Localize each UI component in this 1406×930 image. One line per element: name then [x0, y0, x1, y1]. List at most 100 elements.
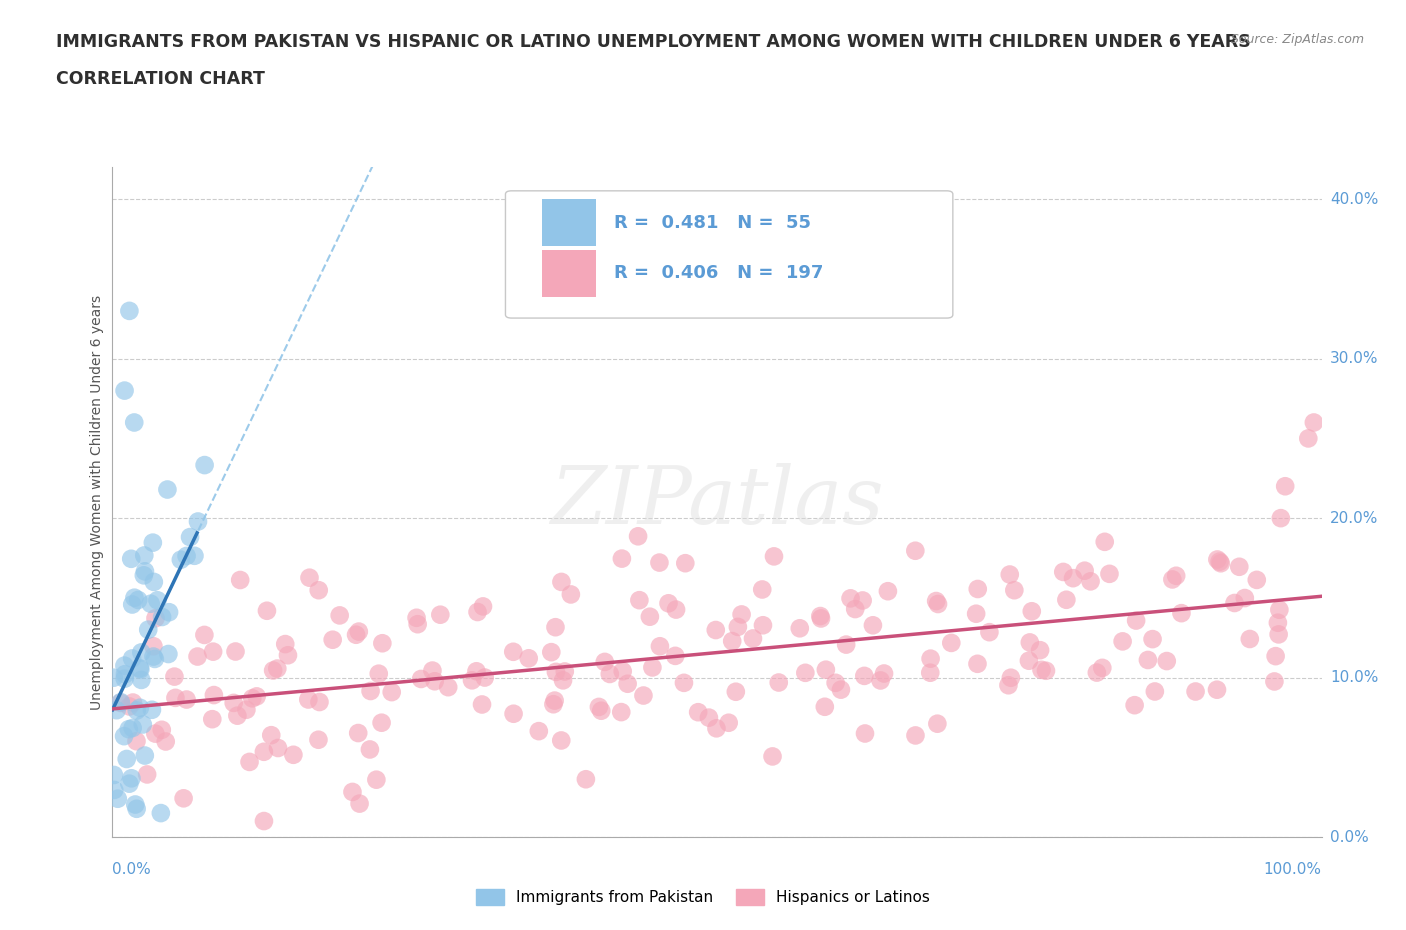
Point — [124, 591, 146, 605]
Point — [610, 705, 633, 720]
Point — [1018, 635, 1040, 650]
Point — [502, 706, 524, 721]
Point — [115, 751, 138, 766]
Point — [544, 664, 567, 679]
Point — [616, 676, 638, 691]
Point — [246, 689, 269, 704]
Point — [721, 633, 744, 648]
Point — [610, 551, 633, 566]
Point — [298, 570, 321, 585]
Point — [112, 729, 135, 744]
Point — [1031, 662, 1053, 677]
Point — [1091, 660, 1114, 675]
Point — [437, 680, 460, 695]
Point — [920, 651, 942, 666]
Point — [461, 673, 484, 688]
Point — [925, 593, 948, 608]
Text: 20.0%: 20.0% — [1330, 511, 1378, 525]
Point — [124, 797, 146, 812]
Point — [342, 785, 364, 800]
Point — [260, 728, 283, 743]
Point — [134, 748, 156, 763]
Point — [727, 619, 749, 634]
Point — [253, 744, 276, 759]
Point — [544, 619, 567, 634]
Point — [628, 592, 651, 607]
Point — [150, 609, 173, 624]
Point — [1166, 568, 1188, 583]
Point — [125, 802, 148, 817]
Point — [129, 700, 152, 715]
Point — [308, 695, 330, 710]
Point — [114, 667, 136, 682]
Point — [920, 665, 942, 680]
Text: CORRELATION CHART: CORRELATION CHART — [56, 70, 266, 87]
Point — [127, 592, 149, 607]
Point — [1054, 592, 1077, 607]
Point — [543, 693, 565, 708]
Point — [405, 610, 427, 625]
Text: R =  0.406   N =  197: R = 0.406 N = 197 — [614, 264, 824, 282]
Point — [139, 596, 162, 611]
Point — [839, 591, 862, 605]
Point — [103, 782, 125, 797]
Point — [752, 618, 775, 632]
Point — [1029, 643, 1052, 658]
Point — [1136, 653, 1159, 668]
Legend: Immigrants from Pakistan, Hispanics or Latinos: Immigrants from Pakistan, Hispanics or L… — [468, 882, 938, 913]
Point — [1111, 634, 1133, 649]
Point — [1123, 698, 1146, 712]
Point — [1264, 649, 1286, 664]
Point — [1267, 616, 1289, 631]
Text: 10.0%: 10.0% — [1330, 671, 1378, 685]
Point — [429, 607, 451, 622]
Point — [1263, 674, 1285, 689]
Point — [121, 597, 143, 612]
Point — [105, 703, 128, 718]
Point — [132, 717, 155, 732]
Point — [877, 584, 900, 599]
Point — [474, 671, 496, 685]
Point — [814, 662, 837, 677]
Point — [366, 772, 388, 787]
Point — [240, 691, 263, 706]
Point — [370, 715, 392, 730]
Point — [406, 617, 429, 631]
Point — [120, 551, 142, 566]
Point — [157, 646, 180, 661]
Point — [599, 667, 621, 682]
Point — [904, 543, 927, 558]
Point — [830, 683, 852, 698]
Point — [927, 716, 949, 731]
Point — [672, 675, 695, 690]
Point — [226, 709, 249, 724]
Point — [1223, 595, 1246, 610]
Point — [835, 637, 858, 652]
Point — [697, 711, 720, 725]
Text: 0.0%: 0.0% — [1330, 830, 1368, 844]
FancyBboxPatch shape — [506, 191, 953, 318]
FancyBboxPatch shape — [541, 250, 596, 297]
Point — [114, 383, 136, 398]
Point — [1267, 627, 1289, 642]
Point — [229, 573, 252, 588]
Y-axis label: Unemployment Among Women with Children Under 6 years: Unemployment Among Women with Children U… — [90, 295, 104, 710]
Point — [367, 666, 389, 681]
Point — [1143, 684, 1166, 699]
Point — [997, 678, 1019, 693]
Point — [202, 687, 225, 702]
Point — [122, 695, 145, 710]
Point — [768, 675, 790, 690]
Point — [253, 814, 276, 829]
Point — [134, 564, 156, 578]
Point — [1227, 559, 1250, 574]
Point — [128, 661, 150, 676]
Text: ZIPatlas: ZIPatlas — [550, 463, 884, 541]
Point — [187, 514, 209, 529]
Point — [170, 552, 193, 567]
Point — [648, 555, 671, 570]
Point — [118, 699, 141, 714]
Text: 0.0%: 0.0% — [112, 862, 152, 877]
Point — [422, 663, 444, 678]
Point — [471, 698, 494, 712]
